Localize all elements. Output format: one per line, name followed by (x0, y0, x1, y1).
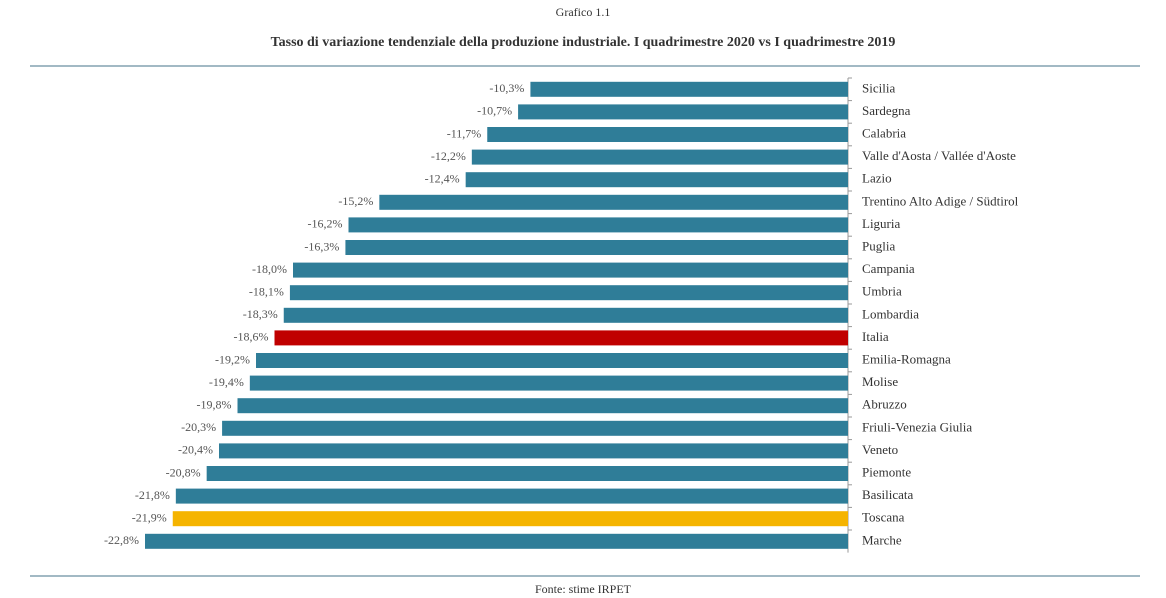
value-label: -12,4% (425, 171, 460, 185)
value-label: -18,0% (252, 262, 287, 276)
bar (172, 511, 848, 527)
bar (175, 488, 849, 504)
category-label: Molise (862, 374, 898, 389)
category-label: Toscana (862, 510, 905, 525)
bar (237, 398, 848, 414)
value-label: -10,3% (489, 81, 524, 95)
value-label: -18,6% (234, 330, 269, 344)
value-label: -20,4% (178, 443, 213, 457)
bar (249, 375, 849, 391)
value-label: -21,8% (135, 488, 170, 502)
bar (345, 240, 848, 255)
value-label: -18,3% (243, 307, 278, 321)
value-label: -15,2% (338, 194, 373, 208)
chart-subtitle: Tasso di variazione tendenziale della pr… (271, 35, 896, 50)
category-label: Calabria (862, 125, 906, 140)
value-label: -19,8% (197, 397, 232, 411)
bar (289, 285, 849, 301)
bar (487, 127, 848, 142)
category-label: Valle d'Aosta / Vallée d'Aoste (862, 148, 1016, 163)
category-label: Veneto (862, 442, 898, 457)
bar (256, 353, 848, 368)
bar (283, 307, 848, 323)
bar (222, 420, 849, 436)
category-label: Lazio (862, 171, 892, 186)
value-label: -20,8% (166, 465, 201, 479)
category-label: Sicilia (862, 80, 895, 95)
category-label: Marche (862, 532, 902, 547)
category-label: Puglia (862, 238, 895, 253)
value-label: -16,3% (304, 239, 339, 253)
category-label: Emilia-Romagna (862, 351, 951, 366)
value-label: -19,2% (215, 352, 250, 366)
value-label: -10,7% (477, 104, 512, 118)
category-label: Umbria (862, 284, 902, 299)
category-label: Italia (862, 329, 889, 344)
bar (471, 149, 848, 165)
value-label: -11,7% (447, 126, 482, 140)
bar (465, 172, 848, 188)
bar (379, 194, 848, 210)
value-label: -12,2% (431, 149, 466, 163)
bar (219, 443, 848, 459)
bar (348, 217, 848, 233)
value-label: -22,8% (104, 533, 139, 547)
value-label: -18,1% (249, 284, 284, 298)
bar (274, 330, 848, 346)
bar (518, 104, 848, 120)
chart-title: Grafico 1.1 (556, 5, 611, 19)
category-label: Friuli-Venezia Giulia (862, 419, 972, 434)
category-label: Piemonte (862, 464, 911, 479)
bar (293, 262, 848, 278)
category-label: Trentino Alto Adige / Südtirol (862, 193, 1019, 208)
category-label: Basilicata (862, 487, 913, 502)
bar (530, 81, 848, 97)
category-label: Lombardia (862, 306, 919, 321)
category-label: Liguria (862, 216, 900, 231)
category-label: Campania (862, 261, 915, 276)
value-label: -21,9% (132, 510, 167, 524)
bar (145, 533, 848, 549)
value-label: -20,3% (181, 420, 216, 434)
category-label: Abruzzo (862, 397, 907, 412)
value-label: -16,2% (308, 217, 343, 231)
source-note: Fonte: stime IRPET (535, 582, 632, 596)
value-label: -19,4% (209, 375, 244, 389)
bar (206, 466, 848, 481)
category-label: Sardegna (862, 103, 911, 118)
